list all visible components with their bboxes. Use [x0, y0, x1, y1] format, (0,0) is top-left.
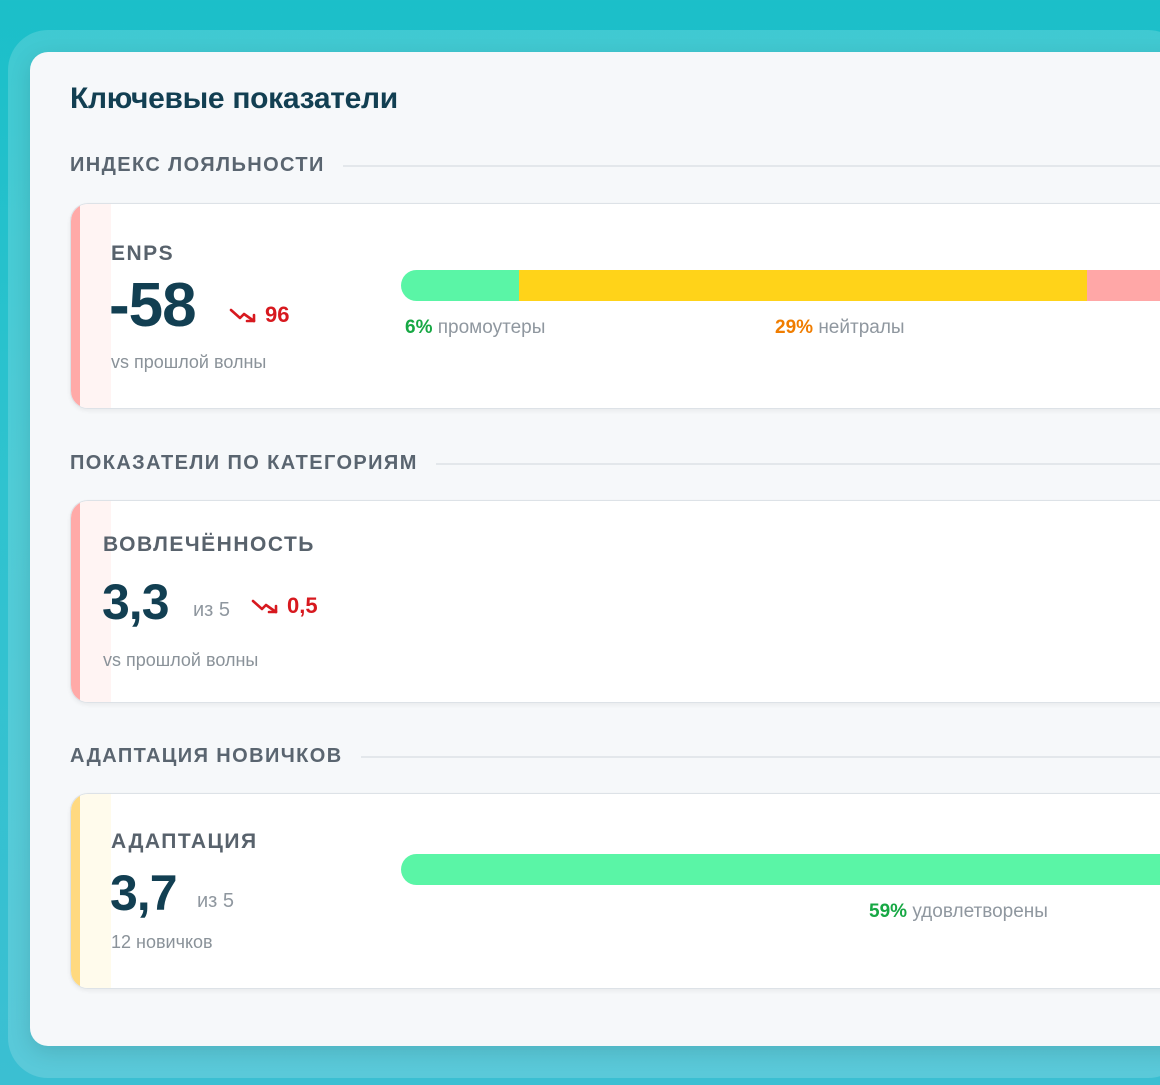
status-accent-stripe [71, 204, 111, 408]
section-label: ПОКАЗАТЕЛИ ПО КАТЕГОРИЯМ [70, 452, 418, 474]
metric-name: АДАПТАЦИЯ [111, 830, 258, 853]
adaptation-card[interactable]: АДАПТАЦИЯ 3,7 из 5 12 новичков 59% удовл… [70, 793, 1160, 989]
section-header-onboarding: АДАПТАЦИЯ НОВИЧКОВ [70, 745, 1160, 768]
bar-segment-detractors [1087, 270, 1160, 301]
bar-segment-neutrals [518, 270, 1088, 301]
section-header-loyalty: ИНДЕКС ЛОЯЛЬНОСТИ [70, 154, 1160, 177]
neutrals-percent: 29% [775, 317, 814, 338]
metric-value: 3,3 [102, 574, 170, 630]
legend-satisfied: 59% удовлетворены [869, 901, 1048, 923]
metric-scale: из 5 [197, 890, 235, 912]
metric-delta: 96 [229, 302, 289, 328]
promoters-label: промоутеры [437, 317, 546, 338]
delta-value: 96 [265, 302, 290, 327]
section-divider [342, 164, 1160, 167]
page-title: Ключевые показатели [70, 82, 398, 115]
enps-card[interactable]: ENPS -58 96 vs прошлой волны 6% промоуте… [70, 203, 1160, 409]
section-header-categories: ПОКАЗАТЕЛИ ПО КАТЕГОРИЯМ [70, 452, 1160, 475]
key-metrics-panel: Ключевые показатели ИНДЕКС ЛОЯЛЬНОСТИ EN… [30, 52, 1160, 1046]
section-label: АДАПТАЦИЯ НОВИЧКОВ [70, 745, 343, 767]
metric-value: 3,7 [110, 865, 178, 921]
delta-value: 0,5 [287, 593, 318, 618]
metric-comparison-note: vs прошлой волны [111, 352, 267, 372]
trend-down-icon [229, 308, 256, 323]
legend-promoters: 6% промоутеры [405, 317, 545, 339]
bar-segment-satisfied [401, 854, 1160, 885]
satisfied-percent: 59% [869, 901, 908, 922]
neutrals-label: нейтралы [818, 317, 905, 338]
section-divider [360, 755, 1160, 758]
status-accent-stripe [71, 794, 111, 988]
satisfied-label: удовлетворены [912, 901, 1048, 922]
metric-delta: 0,5 [251, 593, 318, 619]
section-label: ИНДЕКС ЛОЯЛЬНОСТИ [70, 154, 325, 176]
metric-comparison-note: 12 новичков [111, 932, 213, 952]
status-accent-stripe [71, 501, 111, 702]
section-divider [435, 462, 1160, 465]
bar-segment-promoters [401, 270, 519, 301]
legend-neutrals: 29% нейтралы [775, 317, 905, 339]
metric-name: ENPS [111, 242, 175, 265]
metric-comparison-note: vs прошлой волны [103, 650, 259, 670]
trend-down-icon [251, 599, 278, 614]
engagement-card[interactable]: ВОВЛЕЧЁННОСТЬ 3,3 из 5 0,5 vs прошлой во… [70, 500, 1160, 703]
metric-scale: из 5 [193, 599, 231, 621]
metric-name: ВОВЛЕЧЁННОСТЬ [103, 533, 315, 556]
promoters-percent: 6% [405, 317, 433, 338]
metric-value: -58 [109, 271, 197, 340]
adaptation-satisfaction-bar [401, 854, 1160, 885]
enps-distribution-bar [401, 270, 1160, 301]
